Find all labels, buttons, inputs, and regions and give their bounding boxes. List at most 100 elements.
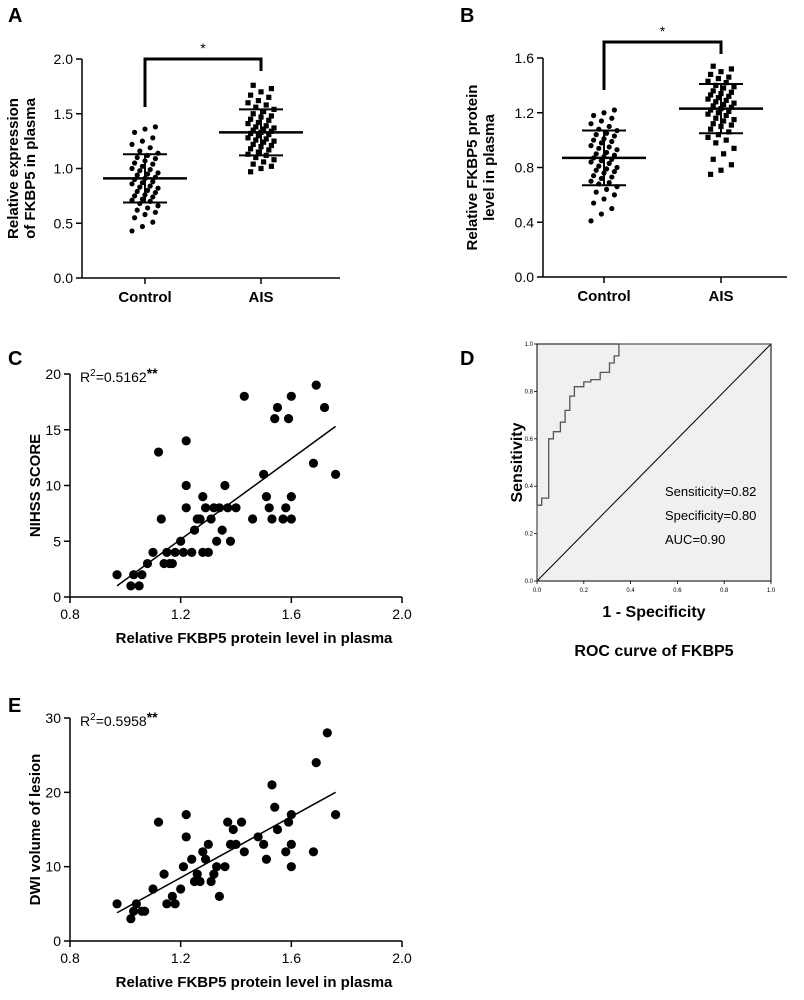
data-point — [245, 100, 251, 106]
data-point — [726, 93, 732, 99]
data-point — [261, 108, 267, 115]
data-point — [134, 154, 140, 161]
data-point — [250, 141, 256, 148]
data-point — [609, 138, 615, 145]
data-point — [129, 228, 135, 234]
data-point — [250, 111, 256, 117]
data-point — [203, 839, 213, 849]
y-tick-label: 1.2 — [515, 105, 535, 121]
y-tick-label: 0.5 — [54, 215, 74, 231]
data-point — [126, 914, 136, 924]
data-point — [139, 196, 145, 202]
y-tick-label: 0.4 — [525, 484, 534, 490]
y-axis-label: Sensitivity — [509, 422, 526, 502]
data-point — [311, 380, 321, 390]
y-axis-label: NIHSS SCORE — [27, 434, 44, 537]
data-point — [139, 138, 145, 144]
data-point — [150, 135, 156, 141]
data-point — [281, 503, 291, 513]
data-point — [250, 127, 256, 133]
data-point — [726, 129, 732, 135]
data-point — [200, 503, 211, 513]
data-point — [255, 119, 261, 126]
y-tick-label: 0 — [53, 589, 61, 605]
data-point — [588, 218, 594, 224]
data-point — [126, 581, 136, 591]
data-point — [195, 514, 205, 524]
data-point — [145, 205, 151, 211]
data-point — [167, 558, 177, 569]
data-point — [187, 854, 197, 864]
data-point — [708, 107, 714, 113]
data-point — [167, 891, 177, 902]
data-point — [272, 402, 283, 413]
data-point — [155, 203, 161, 209]
x-axis-label: Relative FKBP5 protein level in plasma — [116, 974, 393, 991]
data-point — [723, 112, 729, 119]
data-point — [253, 832, 263, 842]
data-point — [261, 126, 267, 132]
data-point — [220, 480, 230, 491]
data-point — [258, 165, 264, 172]
data-point — [286, 839, 296, 849]
data-point — [153, 817, 164, 827]
data-point — [728, 66, 734, 72]
data-point — [181, 810, 191, 820]
data-point — [261, 854, 272, 864]
data-point — [611, 133, 618, 139]
chart-caption: ROC curve of FKBP5 — [574, 643, 733, 660]
y-tick-label: 1.6 — [515, 50, 535, 66]
data-point — [588, 178, 594, 184]
data-point — [259, 469, 269, 479]
data-point — [206, 514, 216, 524]
data-point — [604, 166, 610, 172]
y-tick-label: 1.5 — [54, 106, 74, 122]
y-tick-label: 0.0 — [54, 270, 74, 286]
data-point — [152, 156, 158, 162]
category-label: Control — [118, 289, 171, 306]
data-point — [261, 159, 267, 165]
data-point — [170, 547, 180, 558]
data-point — [728, 104, 734, 110]
data-point — [248, 169, 254, 175]
data-point — [726, 108, 732, 114]
data-point — [601, 196, 607, 202]
x-tick-label: 0.2 — [580, 588, 589, 594]
data-point — [705, 96, 711, 102]
data-point — [604, 149, 610, 156]
data-point — [270, 802, 280, 812]
data-point — [604, 186, 610, 192]
data-point — [140, 906, 150, 916]
data-point — [593, 189, 599, 195]
data-point — [248, 146, 254, 152]
data-point — [728, 122, 734, 128]
data-point — [255, 133, 261, 139]
data-point — [255, 149, 261, 155]
data-point — [308, 458, 319, 468]
panel-A: A 0.0 0.5 1.0 1.5 2.0 Relative expression of FK… — [5, 5, 340, 306]
data-point — [137, 148, 143, 154]
data-point — [598, 175, 605, 182]
data-point — [728, 162, 734, 168]
x-tick-label: 1.2 — [171, 950, 191, 966]
data-point — [723, 137, 729, 143]
data-point — [181, 503, 191, 513]
panel-label: D — [460, 348, 474, 370]
data-point — [591, 112, 597, 119]
data-point — [715, 132, 721, 138]
data-point — [150, 219, 156, 225]
data-point — [266, 94, 272, 100]
data-point — [176, 884, 186, 894]
r-squared-annotation: R2=0.5162** — [80, 365, 158, 385]
data-point — [248, 514, 258, 524]
y-tick-label: 0.6 — [525, 437, 534, 443]
data-point — [270, 414, 280, 424]
data-point — [255, 98, 261, 104]
data-point — [245, 121, 251, 127]
data-point — [248, 116, 254, 122]
data-point — [715, 75, 721, 82]
data-point — [708, 71, 714, 78]
data-point — [286, 514, 296, 524]
y-tick-label: 5 — [53, 533, 61, 549]
